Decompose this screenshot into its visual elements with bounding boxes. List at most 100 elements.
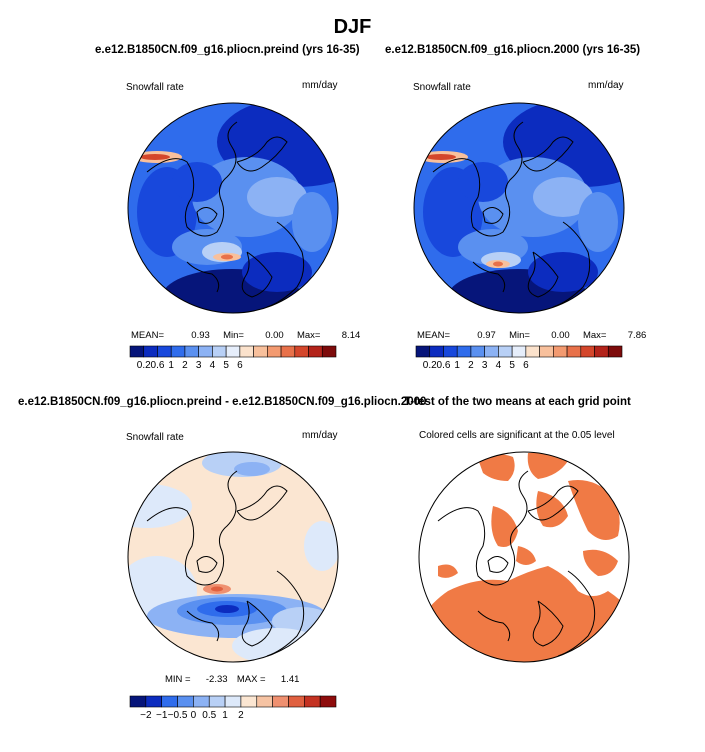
colorbar-swatch bbox=[594, 345, 609, 358]
colorbar-swatch bbox=[580, 345, 595, 358]
colorbar-swatch bbox=[525, 345, 540, 358]
colorbar-swatch bbox=[294, 345, 309, 358]
colorbar-tick-label: −1 bbox=[156, 710, 168, 721]
panel-3-max-label: MAX = bbox=[236, 674, 266, 685]
colorbar-swatch bbox=[198, 345, 213, 358]
colorbar-swatch bbox=[429, 345, 444, 358]
colorbar-swatch bbox=[256, 695, 273, 708]
panel-3-min-value: -2.33 bbox=[205, 674, 228, 685]
colorbar-tick-label: 4 bbox=[210, 360, 216, 371]
colorbar-tick-label: 4 bbox=[496, 360, 502, 371]
colorbar-tick-label: 6 bbox=[523, 360, 529, 371]
colorbar-swatch bbox=[280, 345, 296, 358]
panel-2-variable-label: Snowfall rate bbox=[413, 82, 471, 93]
colorbar-swatch bbox=[193, 695, 210, 708]
colorbar-swatch bbox=[443, 345, 458, 358]
colorbar-swatch bbox=[272, 695, 289, 708]
colorbar-tick-label: −2 bbox=[140, 710, 152, 721]
panel-1-title: e.e12.B1850CN.f09_g16.pliocn.preind (yrs… bbox=[95, 44, 360, 56]
colorbar-swatch bbox=[456, 345, 472, 358]
colorbar-swatch bbox=[539, 345, 554, 358]
colorbar-tick-label: 5 bbox=[223, 360, 229, 371]
panel-1-colorbar: 0.2 0.6 1 2 3 4 5 6 bbox=[129, 345, 337, 371]
colorbar-tick-label: 1 bbox=[168, 360, 174, 371]
colorbar-tick-label: 5 bbox=[509, 360, 515, 371]
panel-2-max-value: 7.86 bbox=[627, 330, 647, 341]
colorbar-swatch bbox=[170, 345, 186, 358]
colorbar-tick-label: 3 bbox=[482, 360, 488, 371]
colorbar-swatch bbox=[511, 345, 527, 358]
panel-2-min-value: 0.00 bbox=[551, 330, 570, 341]
panel-3-min-label: MIN = bbox=[165, 674, 191, 685]
colorbar-tick-label: 3 bbox=[196, 360, 202, 371]
colorbar-swatch bbox=[224, 695, 242, 708]
colorbar-tick-label: −0.5 bbox=[168, 710, 188, 721]
colorbar-tick-label: 1 bbox=[222, 710, 228, 721]
colorbar-swatch bbox=[288, 695, 305, 708]
panel-1-max-value: 8.14 bbox=[341, 330, 361, 341]
colorbar-swatch bbox=[129, 695, 147, 708]
colorbar-swatch bbox=[239, 345, 254, 358]
colorbar-tick-label: 0.6 bbox=[151, 360, 165, 371]
colorbar-swatch bbox=[157, 345, 172, 358]
panel-3-max-value: 1.41 bbox=[280, 674, 300, 685]
panel-3-variable-label: Snowfall rate bbox=[126, 432, 184, 443]
colorbar-swatch bbox=[129, 345, 145, 358]
colorbar-swatch bbox=[225, 345, 241, 358]
colorbar-swatch bbox=[321, 345, 337, 358]
colorbar-swatch bbox=[240, 695, 258, 708]
panel-2-max-label: Max= bbox=[582, 330, 607, 341]
colorbar-tick-label: 0.5 bbox=[202, 710, 216, 721]
panel-2-mean-value: 0.97 bbox=[477, 330, 496, 341]
colorbar-swatch bbox=[208, 695, 226, 708]
colorbar-tick-label: 0 bbox=[191, 710, 197, 721]
colorbar-swatch bbox=[607, 345, 623, 358]
colorbar-swatch bbox=[253, 345, 268, 358]
panel-1-mean-label: MEAN= bbox=[131, 330, 164, 341]
panel-2-map bbox=[413, 102, 625, 314]
panel-1-min-label: Min= bbox=[223, 330, 244, 341]
colorbar-swatch bbox=[143, 345, 158, 358]
panel-3-title: e.e12.B1850CN.f09_g16.pliocn.preind - e.… bbox=[18, 396, 427, 408]
panel-2-min-label: Min= bbox=[509, 330, 530, 341]
colorbar-tick-label: 0.2 bbox=[423, 360, 437, 371]
colorbar-swatch bbox=[184, 345, 199, 358]
panel-1-min-value: 0.00 bbox=[265, 330, 284, 341]
colorbar-tick-label: 2 bbox=[238, 710, 244, 721]
colorbar-swatch bbox=[319, 695, 337, 708]
panel-1-mean-value: 0.93 bbox=[191, 330, 210, 341]
colorbar-swatch bbox=[470, 345, 485, 358]
panel-1-max-label: Max= bbox=[296, 330, 321, 341]
panel-3-units-label: mm/day bbox=[302, 430, 338, 441]
panel-4-map bbox=[418, 451, 630, 663]
colorbar-tick-label: 2 bbox=[182, 360, 188, 371]
panel-3-colorbar: −2 −1 −0.5 0 0.5 1 2 bbox=[129, 695, 337, 721]
panel-2-colorbar: 0.2 0.6 1 2 3 4 5 6 bbox=[415, 345, 623, 371]
figure-title: DJF bbox=[333, 16, 372, 38]
panel-2-units-label: mm/day bbox=[588, 80, 624, 91]
panel-2-title: e.e12.B1850CN.f09_g16.pliocn.2000 (yrs 1… bbox=[385, 44, 641, 56]
panel-4-subtitle: Colored cells are significant at the 0.0… bbox=[419, 430, 615, 441]
colorbar-swatch bbox=[566, 345, 582, 358]
colorbar-tick-label: 2 bbox=[468, 360, 474, 371]
colorbar-swatch bbox=[267, 345, 282, 358]
colorbar-swatch bbox=[484, 345, 499, 358]
colorbar-swatch bbox=[212, 345, 227, 358]
colorbar-swatch bbox=[304, 695, 321, 708]
colorbar-swatch bbox=[308, 345, 323, 358]
panel-4-title: T-test of the two means at each grid poi… bbox=[404, 396, 631, 408]
panel-1-units-label: mm/day bbox=[302, 80, 338, 91]
panel-1-map bbox=[127, 102, 339, 314]
panel-3-map bbox=[127, 451, 339, 663]
colorbar-tick-label: 1 bbox=[454, 360, 460, 371]
panel-2-mean-label: MEAN= bbox=[417, 330, 450, 341]
colorbar-swatch bbox=[161, 695, 178, 708]
colorbar-swatch bbox=[415, 345, 431, 358]
colorbar-swatch bbox=[145, 695, 163, 708]
colorbar-tick-label: 0.6 bbox=[437, 360, 451, 371]
colorbar-tick-label: 6 bbox=[237, 360, 243, 371]
colorbar-swatch bbox=[498, 345, 513, 358]
panel-1-variable-label: Snowfall rate bbox=[126, 82, 184, 93]
colorbar-swatch bbox=[553, 345, 568, 358]
colorbar-tick-label: 0.2 bbox=[137, 360, 151, 371]
